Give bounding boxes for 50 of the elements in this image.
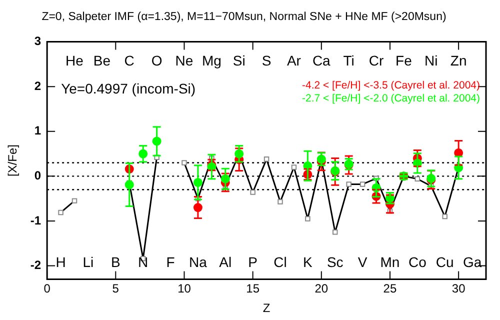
annotation: H <box>56 254 66 270</box>
annotation: V <box>358 254 368 270</box>
annotation: Cu <box>436 254 454 270</box>
text: -2.7 < [Fe/H] <-2.0 (Cayrel et al. 2004) <box>302 92 480 105</box>
annotation: Sc <box>326 254 344 270</box>
annotation: S <box>262 52 272 69</box>
annotation: He <box>66 52 84 69</box>
annotation: Ye=0.4997 (incom-Si) <box>61 80 196 97</box>
annotation: B <box>110 254 120 270</box>
annotation: Li <box>82 254 94 270</box>
y-axis-title: [X/Fe] <box>6 144 20 177</box>
annotation: Fe <box>396 52 412 69</box>
annotation: K <box>303 254 314 270</box>
chart-title: Z=0, Salpeter IMF (α=1.35), M=11−70Msun, Normal SNe + HNe MF (>20Msun) <box>42 11 446 24</box>
x-tick-label: 30 <box>452 282 466 296</box>
annotation: Al <box>219 254 232 270</box>
y-tick-label: 0 <box>34 168 42 182</box>
annotation: Ti <box>343 52 354 69</box>
y-tick-label: -2 <box>30 258 42 272</box>
annotation: Ga <box>462 254 482 270</box>
x-tick-label: 10 <box>178 282 192 296</box>
x-tick-label: 20 <box>314 282 328 296</box>
annotation: Ni <box>424 52 438 69</box>
x-tick-label: 15 <box>246 282 260 296</box>
x-tick-label: 5 <box>112 282 120 296</box>
annotation: Si <box>232 52 246 69</box>
x-axis-title: Z <box>262 301 270 316</box>
annotation: Zn <box>450 52 467 69</box>
annotation: Ne <box>175 52 194 69</box>
x-tick-label: 0 <box>44 282 51 296</box>
annotation: Ar <box>286 52 302 69</box>
annotation: Na <box>189 254 208 270</box>
y-tick-label: 1 <box>34 124 42 138</box>
y-tick-label: 2 <box>34 78 42 93</box>
x-tick-label: 25 <box>383 282 397 296</box>
annotation: Ca <box>312 52 331 69</box>
annotation: Be <box>93 52 111 69</box>
y-tick-label: 3 <box>34 34 42 48</box>
annotation: C <box>124 52 134 69</box>
annotation: F <box>166 254 175 270</box>
annotation: Cr <box>368 52 384 69</box>
text: -4.2 < [Fe/H] <-3.5 (Cayrel et al. 2004) <box>302 80 480 92</box>
annotation: N <box>138 254 148 270</box>
annotation: Mg <box>202 52 222 69</box>
annotation: Mn <box>380 254 400 270</box>
annotation: P <box>248 254 258 270</box>
annotation: Cl <box>274 254 287 270</box>
annotation: O <box>151 52 162 69</box>
annotation: Co <box>408 254 427 270</box>
y-tick-label: -1 <box>30 213 42 228</box>
